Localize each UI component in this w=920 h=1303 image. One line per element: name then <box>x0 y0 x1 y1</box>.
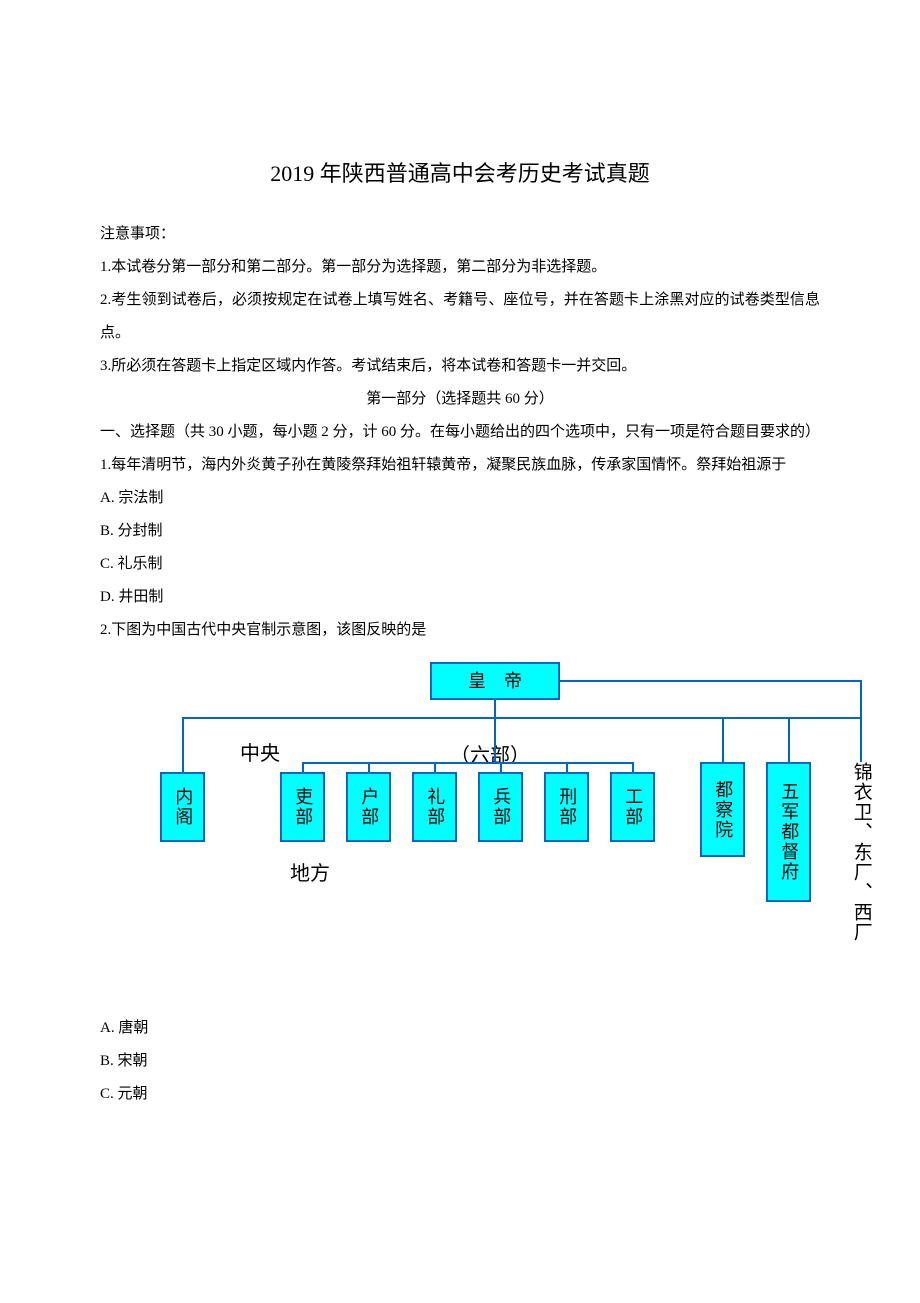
label-central: 中央 <box>240 732 280 776</box>
node-ducha-label: 都察院 <box>711 780 734 840</box>
node-emperor-label: 皇 帝 <box>468 670 522 693</box>
node-li-label: 吏部 <box>291 787 314 827</box>
question-1-option-d: D. 井田制 <box>100 581 820 614</box>
node-jinyiwei-label: 锦衣卫、东厂、西厂 <box>851 762 872 942</box>
node-xing-label: 刑部 <box>555 787 578 827</box>
node-hu: 户部 <box>346 772 391 842</box>
question-2-option-c: C. 元朝 <box>100 1078 820 1111</box>
org-chart-diagram: 皇 帝 中央 （六部） 内阁 吏部 户部 礼部 兵部 刑部 <box>120 662 880 982</box>
label-local: 地方 <box>290 852 330 896</box>
question-1-option-b: B. 分封制 <box>100 515 820 548</box>
node-neige-label: 内阁 <box>171 787 194 827</box>
notice-3: 3.所必须在答题卡上指定区域内作答。考试结束后，将本试卷和答题卡一并交回。 <box>100 350 820 383</box>
connector-line <box>566 762 568 772</box>
connector-line <box>368 762 370 772</box>
node-bing: 兵部 <box>478 772 523 842</box>
connector-line <box>500 762 502 772</box>
node-wujun-label: 五军都督府 <box>777 782 800 882</box>
node-li: 吏部 <box>280 772 325 842</box>
part1-header: 第一部分（选择题共 60 分） <box>100 383 820 416</box>
connector-line <box>302 762 304 772</box>
node-li2: 礼部 <box>412 772 457 842</box>
node-ducha: 都察院 <box>700 762 745 857</box>
question-1-option-c: C. 礼乐制 <box>100 548 820 581</box>
page-title: 2019 年陕西普通高中会考历史考试真题 <box>100 150 820 198</box>
question-1-option-a: A. 宗法制 <box>100 482 820 515</box>
connector-line <box>182 717 184 772</box>
connector-line <box>494 742 496 762</box>
node-emperor: 皇 帝 <box>430 662 560 700</box>
node-gong-label: 工部 <box>621 787 644 827</box>
node-hu-label: 户部 <box>357 787 380 827</box>
connector-line <box>560 680 862 682</box>
question-2-option-a: A. 唐朝 <box>100 1012 820 1045</box>
connector-line <box>182 717 862 719</box>
notice-2: 2.考生领到试卷后，必须按规定在试卷上填写姓名、考籍号、座位号，并在答题卡上涂黑… <box>100 284 820 350</box>
question-2-option-b: B. 宋朝 <box>100 1045 820 1078</box>
section1-intro: 一、选择题（共 30 小题，每小题 2 分，计 60 分。在每小题给出的四个选项… <box>100 416 820 449</box>
connector-line <box>302 762 632 764</box>
connector-line <box>434 762 436 772</box>
connector-line <box>860 680 862 762</box>
node-neige: 内阁 <box>160 772 205 842</box>
notice-label: 注意事项： <box>100 218 820 251</box>
node-li2-label: 礼部 <box>423 787 446 827</box>
node-wujun: 五军都督府 <box>766 762 811 902</box>
node-gong: 工部 <box>610 772 655 842</box>
node-bing-label: 兵部 <box>489 787 512 827</box>
notice-1: 1.本试卷分第一部分和第二部分。第一部分为选择题，第二部分为非选择题。 <box>100 251 820 284</box>
node-xing: 刑部 <box>544 772 589 842</box>
question-1-text: 1.每年清明节，海内外炎黄子孙在黄陵祭拜始祖轩辕黄帝，凝聚民族血脉，传承家国情怀… <box>100 449 820 482</box>
node-jinyiwei: 锦衣卫、东厂、西厂 <box>840 762 882 982</box>
connector-line <box>632 762 634 772</box>
question-2-text: 2.下图为中国古代中央官制示意图，该图反映的是 <box>100 614 820 647</box>
